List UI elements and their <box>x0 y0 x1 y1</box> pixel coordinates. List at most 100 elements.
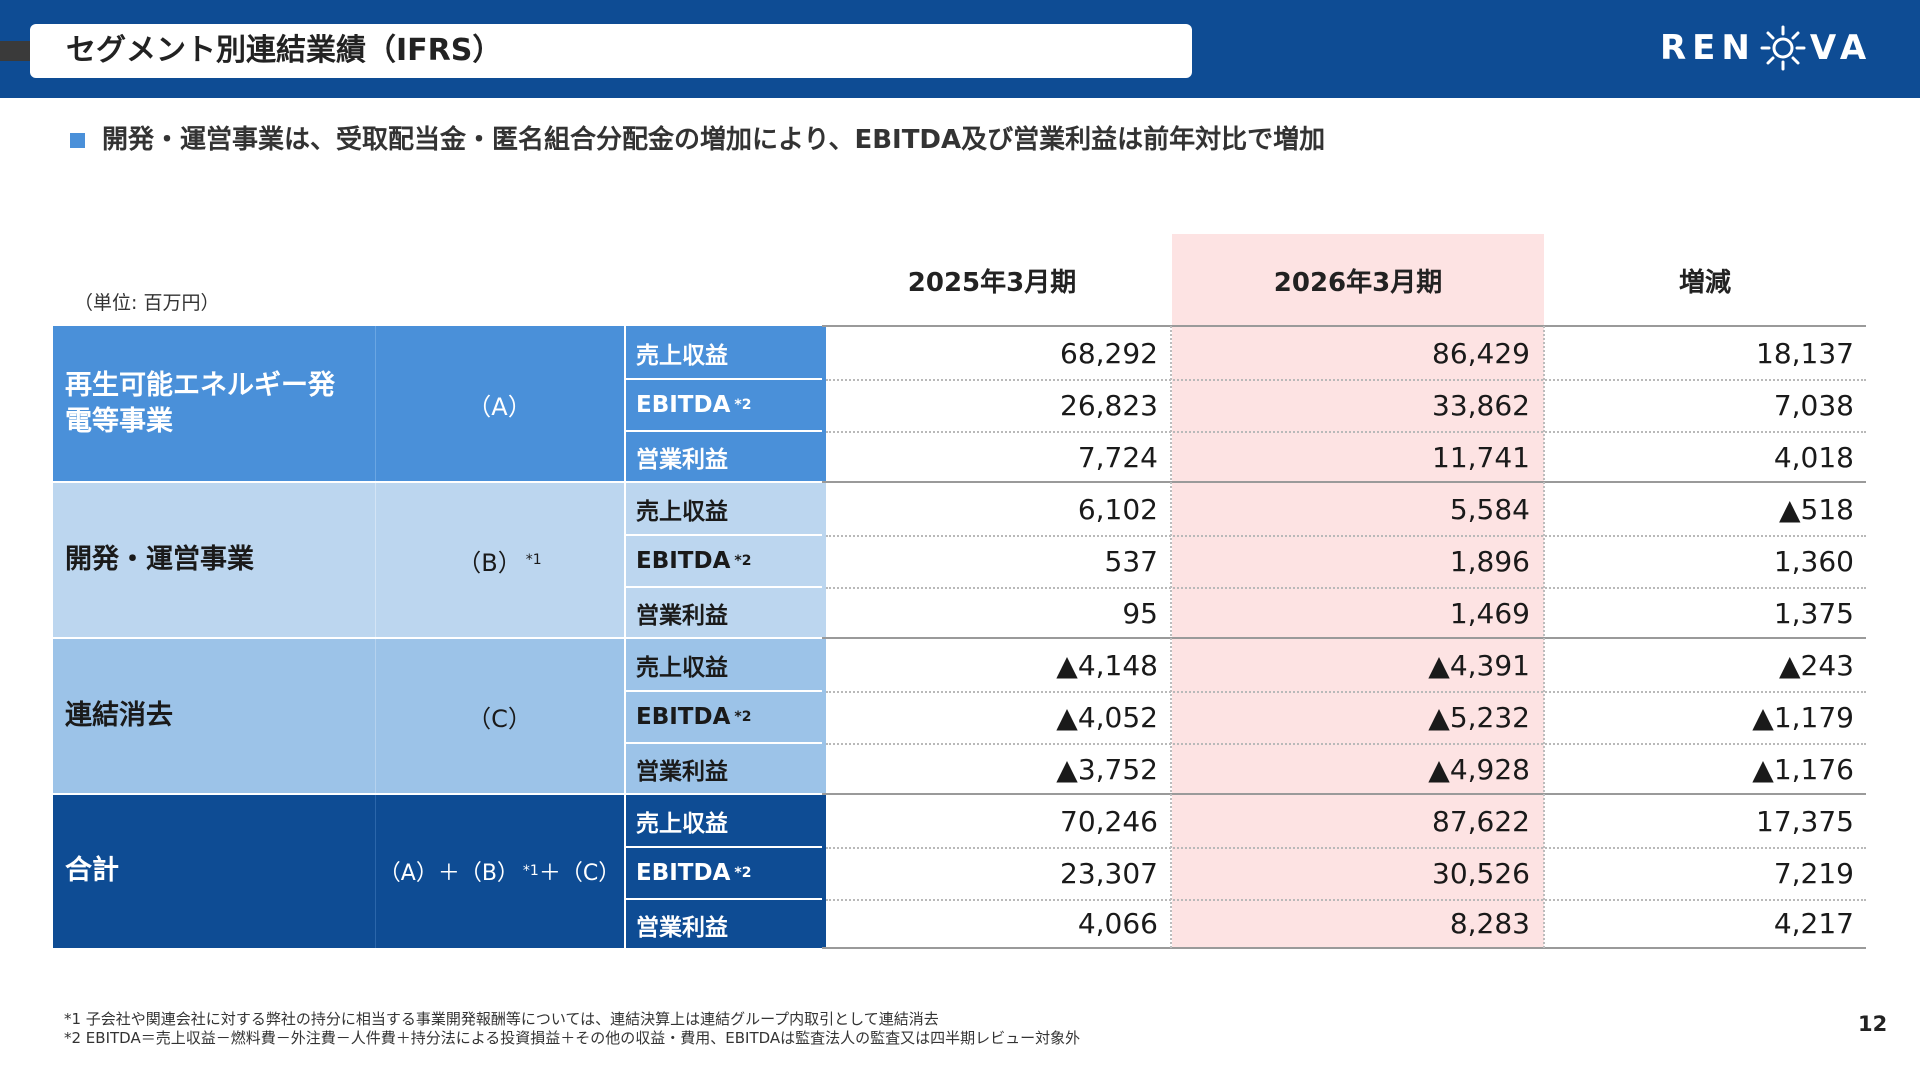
metric-text: 営業利益 <box>636 447 728 473</box>
metric-text: EBITDA <box>636 548 731 574</box>
segment-symbol-a: （A） <box>375 326 624 482</box>
segment-rule <box>822 481 1866 483</box>
cell-change: 4,217 <box>1773 906 1854 940</box>
column-divider <box>1170 326 1172 948</box>
cell-2025: ▲4,052 <box>1056 700 1158 734</box>
footnote-ref: *2 <box>734 553 752 569</box>
metric-text: 営業利益 <box>636 759 728 785</box>
footnote-ref: *2 <box>734 709 752 725</box>
segment-separator <box>53 793 826 795</box>
metric-separator <box>626 742 822 744</box>
metric-text: 売上収益 <box>636 811 728 837</box>
cell-2026: ▲4,928 <box>1428 752 1530 786</box>
metric-text: EBITDA <box>636 860 731 886</box>
metric-text: 売上収益 <box>636 655 728 681</box>
segment-block-elimination <box>53 638 826 794</box>
segment-symbol-b: （B） *1 <box>375 482 624 638</box>
row-divider <box>826 431 1866 433</box>
segment-separator <box>53 637 826 639</box>
renova-logo: REN VA <box>1660 25 1873 71</box>
metric-text: 売上収益 <box>636 499 728 525</box>
metric-text: EBITDA <box>636 392 731 418</box>
cell-2025: 70,246 <box>1060 804 1158 838</box>
row-divider <box>826 743 1866 745</box>
logo-text-right: VA <box>1809 28 1873 68</box>
row-divider <box>826 535 1866 537</box>
cell-2026: 33,862 <box>1432 388 1530 422</box>
segment-rule <box>822 637 1866 639</box>
cell-2025: ▲4,148 <box>1056 648 1158 682</box>
cell-change: 7,219 <box>1773 856 1854 890</box>
metric-text: 売上収益 <box>636 343 728 369</box>
table-bottom-rule <box>822 947 1866 949</box>
metric-label: 売上収益 <box>626 796 822 846</box>
metric-label: EBITDA *2 <box>626 380 822 430</box>
segment-symbol-c: （C） <box>375 638 624 794</box>
cell-change: ▲518 <box>1779 492 1854 526</box>
symbol-text: （A）＋（B） <box>378 861 519 886</box>
cell-2025: 68,292 <box>1060 336 1158 370</box>
cell-change: 7,038 <box>1773 388 1854 422</box>
column-header-2025: 2025年3月期 <box>907 267 1077 298</box>
row-divider <box>826 379 1866 381</box>
cell-2026: 8,283 <box>1449 906 1530 940</box>
segment-name-elimination: 連結消去 <box>65 700 173 731</box>
symbol-text-tail: ＋（C） <box>538 861 621 886</box>
cell-2025: 4,066 <box>1077 906 1158 940</box>
metric-label: 営業利益 <box>626 744 822 794</box>
cell-2026: 5,584 <box>1449 492 1530 526</box>
metric-text: 営業利益 <box>636 603 728 629</box>
segment-divider <box>624 638 626 794</box>
cell-2026: ▲4,391 <box>1428 648 1530 682</box>
cell-2026: 1,469 <box>1449 596 1530 630</box>
cell-change: ▲243 <box>1779 648 1854 682</box>
row-divider <box>826 587 1866 589</box>
segment-symbol-total: （A）＋（B） *1 ＋（C） <box>375 794 624 948</box>
bullet-square-icon <box>70 133 85 148</box>
symbol-text: （C） <box>467 704 532 733</box>
cell-change: ▲1,179 <box>1752 700 1854 734</box>
cell-change: 1,375 <box>1773 596 1854 630</box>
symbol-text: （B） <box>457 548 522 577</box>
logo-text-left: REN <box>1660 28 1756 68</box>
metric-separator <box>626 430 822 432</box>
metric-label: EBITDA *2 <box>626 536 822 586</box>
metric-label: 営業利益 <box>626 900 822 950</box>
segment-rule <box>822 793 1866 795</box>
segment-divider <box>375 794 376 948</box>
cell-2025: 26,823 <box>1060 388 1158 422</box>
metric-label: EBITDA *2 <box>626 848 822 898</box>
segment-divider <box>624 794 626 948</box>
cell-2025: 95 <box>1122 596 1158 630</box>
footnote-ref: *1 <box>522 863 539 879</box>
cell-2025: 6,102 <box>1077 492 1158 526</box>
footnote-ref: *2 <box>734 397 752 413</box>
cell-2025: 537 <box>1104 544 1158 578</box>
column-divider <box>1543 326 1545 948</box>
symbol-text: （A） <box>467 392 532 421</box>
metric-label: 売上収益 <box>626 328 822 378</box>
segment-divider <box>624 326 626 482</box>
cell-2025: 7,724 <box>1077 440 1158 474</box>
footnote-ref: *1 <box>525 552 542 568</box>
highlight-column-2026 <box>1172 234 1544 948</box>
segment-divider <box>375 638 376 794</box>
metric-text: 営業利益 <box>636 915 728 941</box>
metric-text: EBITDA <box>636 704 731 730</box>
cell-change: ▲1,176 <box>1752 752 1854 786</box>
row-divider <box>826 899 1866 901</box>
segment-name-renewable: 再生可能エネルギー発電等事業 <box>65 370 335 437</box>
segment-divider <box>375 326 376 482</box>
metric-label: EBITDA *2 <box>626 692 822 742</box>
page-number: 12 <box>1858 1012 1888 1036</box>
segment-divider <box>375 482 376 638</box>
cell-change: 17,375 <box>1756 804 1854 838</box>
cell-change: 4,018 <box>1773 440 1854 474</box>
cell-2026: 1,896 <box>1449 544 1530 578</box>
metric-label: 売上収益 <box>626 640 822 690</box>
column-header-2026: 2026年3月期 <box>1273 267 1443 298</box>
metric-separator <box>626 534 822 536</box>
header-bar: セグメント別連結業績（IFRS） REN VA <box>0 0 1920 98</box>
column-header-change: 増減 <box>1678 267 1731 298</box>
cell-2025: 23,307 <box>1060 856 1158 890</box>
